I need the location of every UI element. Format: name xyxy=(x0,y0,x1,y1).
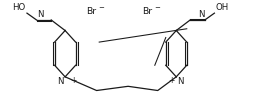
Text: +: + xyxy=(169,76,175,85)
Text: Br: Br xyxy=(87,7,97,16)
Text: +: + xyxy=(71,76,77,85)
Text: N: N xyxy=(198,10,204,19)
Text: HO: HO xyxy=(12,3,25,12)
Text: N: N xyxy=(178,77,184,86)
Text: −: − xyxy=(154,5,160,11)
Text: N: N xyxy=(57,77,64,86)
Text: OH: OH xyxy=(216,3,229,12)
Text: Br: Br xyxy=(142,7,152,16)
Text: −: − xyxy=(98,5,104,11)
Text: N: N xyxy=(37,10,44,19)
